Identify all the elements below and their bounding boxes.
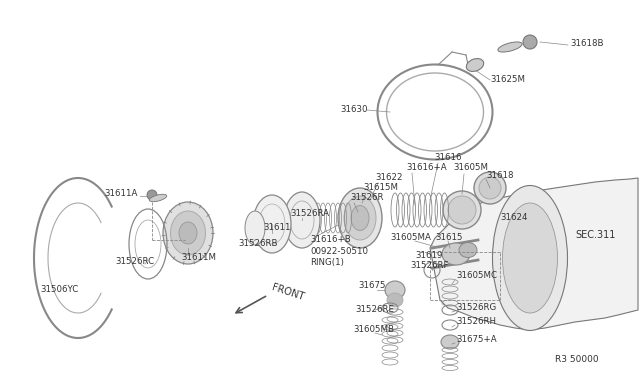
Ellipse shape [344,196,376,240]
Ellipse shape [387,293,403,307]
Text: 31618: 31618 [486,170,513,180]
Text: 31526R: 31526R [350,193,383,202]
Text: 31611M: 31611M [181,253,216,263]
Ellipse shape [493,186,568,330]
Text: 31618B: 31618B [570,39,604,48]
Text: 31605MA: 31605MA [390,234,431,243]
Text: 31611: 31611 [263,224,291,232]
Circle shape [147,190,157,200]
Text: 31630: 31630 [340,106,367,115]
Ellipse shape [498,42,522,52]
Ellipse shape [467,58,484,71]
Ellipse shape [338,188,382,248]
Text: 31675+A: 31675+A [456,336,497,344]
Ellipse shape [245,211,265,245]
Ellipse shape [448,196,476,224]
Text: 31616: 31616 [434,154,461,163]
Ellipse shape [163,202,213,264]
Text: 31616+A: 31616+A [406,164,447,173]
Text: 31605MB: 31605MB [353,326,394,334]
Ellipse shape [441,335,459,349]
Text: 31506YC: 31506YC [40,285,78,295]
Text: 31616+B: 31616+B [310,235,351,244]
Text: 31526RA: 31526RA [290,208,329,218]
Ellipse shape [459,243,477,257]
Text: 31526RB: 31526RB [238,238,278,247]
Ellipse shape [479,177,501,199]
Text: 31605MC: 31605MC [456,270,497,279]
Polygon shape [430,178,638,330]
Ellipse shape [170,211,205,255]
Text: 31675: 31675 [358,282,385,291]
Ellipse shape [179,222,197,244]
Ellipse shape [351,205,369,231]
Ellipse shape [443,191,481,229]
Ellipse shape [474,172,506,204]
Ellipse shape [442,243,470,265]
Text: SEC.311: SEC.311 [575,230,616,240]
Ellipse shape [284,192,320,248]
Text: FRONT: FRONT [270,282,305,302]
Text: 31605M: 31605M [453,164,488,173]
Text: 31615: 31615 [435,234,463,243]
Text: 31619: 31619 [415,250,442,260]
Text: 31611A: 31611A [104,189,138,198]
Ellipse shape [253,195,291,253]
Ellipse shape [385,281,405,299]
Text: 31526RC: 31526RC [115,257,154,266]
Text: 31625M: 31625M [490,76,525,84]
Ellipse shape [502,203,557,313]
Text: 31624: 31624 [500,214,527,222]
Ellipse shape [149,194,167,202]
Text: 31526RH: 31526RH [456,317,496,327]
Text: 31615M: 31615M [363,183,398,192]
Text: 31622: 31622 [375,173,403,183]
Text: 31526RE: 31526RE [355,305,394,314]
Text: RING(1): RING(1) [310,257,344,266]
Text: 00922-50510: 00922-50510 [310,247,368,257]
Text: R3 50000: R3 50000 [555,356,598,365]
Text: 31526RF: 31526RF [410,260,449,269]
Text: 31526RG: 31526RG [456,304,496,312]
Circle shape [523,35,537,49]
